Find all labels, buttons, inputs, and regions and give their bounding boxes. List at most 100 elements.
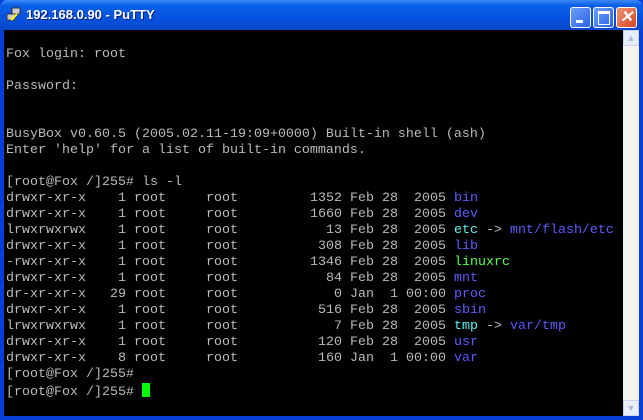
file-name: dev <box>453 207 478 222</box>
file-date: Feb 28 2005 <box>349 271 446 286</box>
file-group: root <box>205 351 238 366</box>
file-size: 1346 <box>309 255 342 270</box>
file-owner: root <box>133 351 166 366</box>
file-size: 120 <box>317 335 342 350</box>
terminal-line: Fox login: root <box>6 47 126 62</box>
file-perms: drwxr-xr-x <box>6 303 86 318</box>
file-size: 7 <box>333 319 342 334</box>
file-date: Feb 28 2005 <box>349 207 446 222</box>
file-perms: dr-xr-xr-x <box>6 287 86 302</box>
listing-row: drwxr-xr-x 8 root root 160 Jan 1 00:00 v… <box>6 351 614 367</box>
file-name: mnt <box>453 271 478 286</box>
file-size: 1660 <box>309 207 342 222</box>
file-size: 516 <box>317 303 342 318</box>
file-perms: drwxr-xr-x <box>6 191 86 206</box>
scroll-up-icon[interactable]: ▲ <box>623 30 639 46</box>
prompt-text: [root@Fox /]255# <box>6 385 142 400</box>
file-owner: root <box>133 255 166 270</box>
listing-row: -rwxr-xr-x 1 root root 1346 Feb 28 2005 … <box>6 255 614 271</box>
link-target: var/tmp <box>509 319 566 334</box>
listing-row: drwxr-xr-x 1 root root 1352 Feb 28 2005 … <box>6 191 614 207</box>
file-group: root <box>205 287 238 302</box>
file-links: 1 <box>117 319 126 334</box>
file-perms: lrwxrwxrwx <box>6 319 86 334</box>
file-owner: root <box>133 303 166 318</box>
minimize-button[interactable] <box>570 7 591 28</box>
terminal-line <box>6 111 614 127</box>
file-perms: drwxr-xr-x <box>6 271 86 286</box>
prompt-line: [root@Fox /]255# <box>6 383 614 400</box>
file-name: sbin <box>453 303 486 318</box>
file-perms: drwxr-xr-x <box>6 207 86 222</box>
maximize-icon <box>598 11 610 25</box>
vertical-scrollbar[interactable]: ▲ ▼ <box>623 30 639 416</box>
file-size: 0 <box>333 287 342 302</box>
file-perms: drwxr-xr-x <box>6 335 86 350</box>
terminal-line: BusyBox v0.60.5 (2005.02.11-19:09+0000) … <box>6 127 486 142</box>
terminal-line <box>6 63 614 79</box>
file-size: 13 <box>325 223 342 238</box>
maximize-button[interactable] <box>593 7 614 28</box>
file-links: 1 <box>117 303 126 318</box>
link-arrow: -> <box>477 223 510 238</box>
file-name: lib <box>453 239 478 254</box>
file-perms: drwxr-xr-x <box>6 351 86 366</box>
file-owner: root <box>133 207 166 222</box>
terminal-output: Fox login: root Password: BusyBox v0.60.5 … <box>6 31 614 400</box>
file-date: Feb 28 2005 <box>349 255 446 270</box>
file-date: Jan 1 00:00 <box>349 351 446 366</box>
link-target: mnt/flash/etc <box>509 223 614 238</box>
file-links: 1 <box>117 271 126 286</box>
listing-row: drwxr-xr-x 1 root root 84 Feb 28 2005 mn… <box>6 271 614 287</box>
file-group: root <box>205 207 238 222</box>
listing-row: dr-xr-xr-x 29 root root 0 Jan 1 00:00 pr… <box>6 287 614 303</box>
listing-row: drwxr-xr-x 1 root root 308 Feb 28 2005 l… <box>6 239 614 255</box>
file-links: 8 <box>117 351 126 366</box>
file-links: 1 <box>117 239 126 254</box>
prompt-text: [root@Fox /]255# <box>6 367 134 382</box>
file-date: Feb 28 2005 <box>349 223 446 238</box>
file-group: root <box>205 223 238 238</box>
listing-row: lrwxrwxrwx 1 root root 13 Feb 28 2005 et… <box>6 223 614 239</box>
file-group: root <box>205 271 238 286</box>
file-links: 1 <box>117 255 126 270</box>
scroll-down-icon[interactable]: ▼ <box>623 400 639 416</box>
file-links: 29 <box>109 287 126 302</box>
file-group: root <box>205 319 238 334</box>
file-size: 308 <box>317 239 342 254</box>
file-size: 84 <box>325 271 342 286</box>
file-name: usr <box>453 335 478 350</box>
file-date: Jan 1 00:00 <box>349 287 446 302</box>
close-button[interactable]: ✕ <box>616 7 637 28</box>
file-group: root <box>205 255 238 270</box>
file-date: Feb 28 2005 <box>349 335 446 350</box>
window-title: 192.168.0.90 - PuTTY <box>26 7 155 22</box>
terminal-area[interactable]: Fox login: root Password: BusyBox v0.60.5 … <box>4 30 623 416</box>
file-perms: -rwxr-xr-x <box>6 255 86 270</box>
terminal-line <box>6 31 614 47</box>
terminal-line: [root@Fox /]255# ls -l <box>6 175 182 190</box>
file-links: 1 <box>117 335 126 350</box>
file-name: linuxrc <box>453 255 510 270</box>
file-group: root <box>205 191 238 206</box>
file-owner: root <box>133 319 166 334</box>
putty-app-icon[interactable] <box>6 7 22 23</box>
file-date: Feb 28 2005 <box>349 319 446 334</box>
file-date: Feb 28 2005 <box>349 191 446 206</box>
close-icon: ✕ <box>619 9 634 26</box>
file-owner: root <box>133 271 166 286</box>
listing-row: drwxr-xr-x 1 root root 1660 Feb 28 2005 … <box>6 207 614 223</box>
minimize-icon <box>576 20 583 23</box>
terminal-line: Enter 'help' for a list of built-in comm… <box>6 143 366 158</box>
file-owner: root <box>133 239 166 254</box>
file-date: Feb 28 2005 <box>349 239 446 254</box>
file-owner: root <box>133 335 166 350</box>
file-links: 1 <box>117 191 126 206</box>
file-perms: drwxr-xr-x <box>6 239 86 254</box>
file-size: 160 <box>317 351 342 366</box>
prompt-line: [root@Fox /]255# <box>6 367 614 383</box>
title-bar[interactable]: 192.168.0.90 - PuTTY ✕ <box>0 0 643 30</box>
terminal-line <box>6 159 614 175</box>
file-group: root <box>205 303 238 318</box>
file-date: Feb 28 2005 <box>349 303 446 318</box>
